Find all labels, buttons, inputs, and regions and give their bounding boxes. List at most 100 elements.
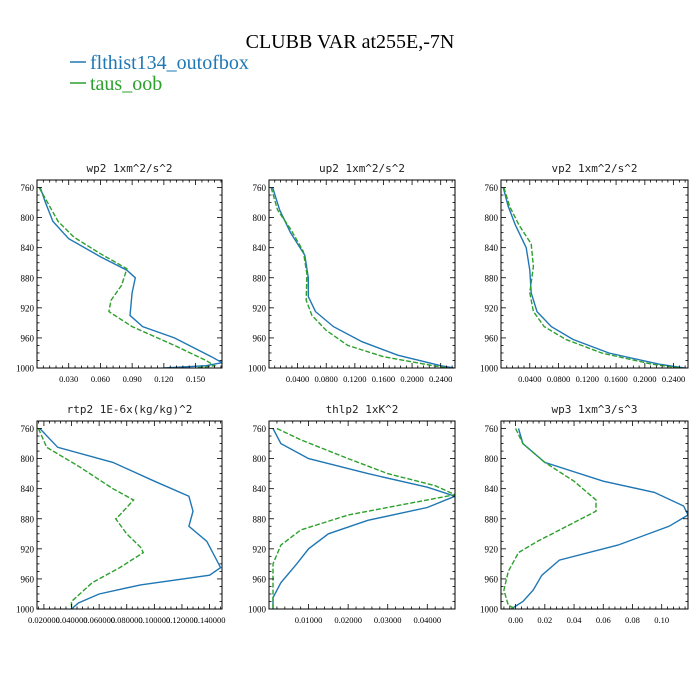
- y-tick-label: 760: [253, 183, 267, 193]
- panel-title: thlp2 1xK^2: [326, 403, 399, 416]
- y-tick-label: 1000: [480, 364, 499, 374]
- plot-frame: [268, 179, 456, 369]
- x-tick-label: 0.03000: [374, 615, 402, 625]
- y-tick-label: 1000: [480, 605, 499, 615]
- y-tick-label: 880: [485, 273, 499, 283]
- y-tick-label: 800: [21, 454, 35, 464]
- x-tick-label: 0.020000: [28, 615, 60, 625]
- x-tick-label: 0.06: [596, 615, 611, 625]
- y-tick-label: 1000: [248, 364, 267, 374]
- plot-frame: [500, 179, 689, 369]
- panel-4: thlp2 1xK^2 760 800 840 880 920 960 1000 0.01000…: [248, 403, 456, 625]
- y-tick-label: 840: [253, 243, 267, 253]
- y-tick-label: 840: [253, 484, 267, 494]
- series-line-flthist134_outofbox: [502, 187, 685, 368]
- x-tick-label: 0.0400: [286, 374, 309, 384]
- y-tick-label: 880: [21, 273, 35, 283]
- plot-frame: [500, 420, 689, 610]
- y-tick-label: 800: [485, 213, 499, 223]
- series-line-flthist134_outofbox: [39, 428, 222, 609]
- x-tick-label: 0.08: [625, 615, 640, 625]
- y-tick-label: 760: [21, 183, 35, 193]
- y-tick-label: 840: [21, 243, 35, 253]
- y-tick-label: 880: [485, 514, 499, 524]
- y-tick-label: 880: [253, 514, 267, 524]
- panel-title: up2 1xm^2/s^2: [319, 162, 405, 175]
- panel-title: wp2 1xm^2/s^2: [86, 162, 172, 175]
- y-tick-label: 800: [253, 213, 267, 223]
- x-tick-label: 0.080000: [111, 615, 143, 625]
- x-tick-label: 0.00: [508, 615, 523, 625]
- y-tick-label: 1000: [16, 364, 35, 374]
- x-tick-label: 0.2000: [400, 374, 423, 384]
- y-tick-label: 920: [485, 544, 499, 554]
- panel-title: rtp2 1E-6x(kg/kg)^2: [67, 403, 193, 416]
- x-tick-label: 0.04000: [413, 615, 441, 625]
- series-line-flthist134_outofbox: [272, 428, 455, 609]
- y-tick-label: 1000: [16, 605, 35, 615]
- x-tick-label: 0.1600: [604, 374, 627, 384]
- plot-frame: [268, 420, 456, 610]
- x-tick-label: 0.1200: [343, 374, 366, 384]
- x-tick-label: 0.120000: [166, 615, 198, 625]
- panel-0: wp2 1xm^2/s^2 760 800 840 880 920 960 1000 0.030…: [16, 162, 223, 384]
- plot-frame: [36, 179, 223, 369]
- x-tick-label: 0.04: [567, 615, 583, 625]
- y-tick-label: 800: [253, 454, 267, 464]
- x-tick-label: 0.040000: [56, 615, 88, 625]
- series-line-taus_oob: [37, 428, 145, 609]
- y-tick-label: 920: [21, 303, 35, 313]
- legend: flthist134_outofbox taus_oob: [70, 52, 249, 95]
- y-tick-label: 760: [485, 424, 499, 434]
- y-tick-label: 960: [485, 333, 499, 343]
- x-tick-label: 0.060: [91, 374, 110, 384]
- x-tick-label: 0.02000: [334, 615, 362, 625]
- legend-label-flthist134: flthist134_outofbox: [90, 52, 249, 74]
- series-line-taus_oob: [270, 187, 448, 368]
- panels: wp2 1xm^2/s^2 760 800 840 880 920 960 1000 0.030…: [16, 162, 689, 625]
- x-tick-label: 0.02: [537, 615, 552, 625]
- panel-title: wp3 1xm^3/s^3: [551, 403, 637, 416]
- x-tick-label: 0.01000: [295, 615, 323, 625]
- y-tick-label: 960: [253, 333, 267, 343]
- x-tick-label: 0.150: [186, 374, 205, 384]
- series-line-taus_oob: [272, 427, 455, 609]
- x-tick-label: 0.1600: [372, 374, 395, 384]
- x-tick-label: 0.120: [154, 374, 173, 384]
- y-tick-label: 760: [21, 424, 35, 434]
- y-tick-label: 920: [253, 303, 267, 313]
- y-tick-label: 840: [485, 484, 499, 494]
- plot-frame: [36, 420, 223, 610]
- y-tick-label: 920: [21, 544, 35, 554]
- series-line-taus_oob: [503, 187, 681, 368]
- y-tick-label: 960: [21, 333, 35, 343]
- y-tick-label: 760: [253, 424, 267, 434]
- series-line-taus_oob: [503, 428, 597, 609]
- x-tick-label: 0.10: [654, 615, 669, 625]
- y-tick-label: 800: [21, 213, 35, 223]
- y-tick-label: 1000: [248, 605, 267, 615]
- x-tick-label: 0.0400: [518, 374, 541, 384]
- panel-1: up2 1xm^2/s^2 760 800 840 880 920 960 1000 0.040…: [248, 162, 456, 384]
- x-tick-label: 0.2400: [429, 374, 452, 384]
- y-tick-label: 920: [485, 303, 499, 313]
- x-tick-label: 0.140000: [194, 615, 226, 625]
- x-tick-label: 0.1200: [576, 374, 599, 384]
- y-tick-label: 800: [485, 454, 499, 464]
- x-tick-label: 0.090: [123, 374, 142, 384]
- y-tick-label: 840: [485, 243, 499, 253]
- panel-5: wp3 1xm^3/s^3 760 800 840 880 920 960 1000 0.00 0…: [480, 403, 689, 625]
- series-line-flthist134_outofbox: [510, 428, 688, 609]
- panel-title: vp2 1xm^2/s^2: [551, 162, 637, 175]
- series-line-taus_oob: [38, 187, 217, 368]
- x-tick-label: 0.060000: [83, 615, 115, 625]
- y-tick-label: 960: [485, 574, 499, 584]
- x-tick-label: 0.2400: [662, 374, 685, 384]
- x-tick-label: 0.030: [59, 374, 78, 384]
- x-tick-label: 0.0800: [547, 374, 570, 384]
- panel-3: rtp2 1E-6x(kg/kg)^2 760 800 840 880 920 960 100…: [16, 403, 226, 625]
- figure-title: CLUBB VAR at255E,-7N: [246, 31, 455, 53]
- legend-label-taus-oob: taus_oob: [90, 73, 162, 95]
- panel-2: vp2 1xm^2/s^2 760 800 840 880 920 960 1000 0.040…: [480, 162, 689, 384]
